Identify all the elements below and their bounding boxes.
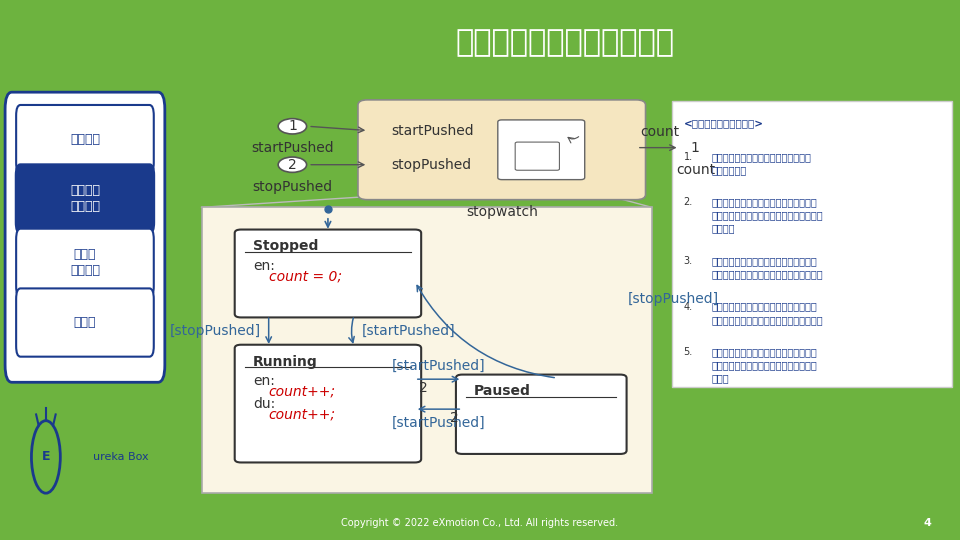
Text: 5.: 5. xyxy=(684,347,693,357)
Text: ステート
チャート: ステート チャート xyxy=(70,184,100,213)
Text: まとめ: まとめ xyxy=(74,316,96,329)
Text: count: count xyxy=(676,163,715,177)
Text: 2: 2 xyxy=(449,411,458,426)
FancyBboxPatch shape xyxy=(202,207,652,493)
Text: 「実行中」に開始ボタンを押すと、「中
断中」となり、インクリメントを中断する: 「実行中」に開始ボタンを押すと、「中 断中」となり、インクリメントを中断する xyxy=(711,256,823,280)
Text: stopwatch: stopwatch xyxy=(466,205,538,219)
Text: Running: Running xyxy=(252,355,318,368)
Text: stopPushed: stopPushed xyxy=(252,180,332,194)
Text: Stopped: Stopped xyxy=(252,239,319,253)
Text: count++;: count++; xyxy=(269,408,336,422)
FancyBboxPatch shape xyxy=(516,142,560,170)
Text: 「停止中」に開始ボタンを押すと、「実
行中」となり、カウンタの値をインクリメ
ントする: 「停止中」に開始ボタンを押すと、「実 行中」となり、カウンタの値をインクリメ ン… xyxy=(711,197,823,233)
Circle shape xyxy=(278,119,306,134)
Text: 2: 2 xyxy=(419,381,427,395)
Text: en:: en: xyxy=(252,374,275,388)
Text: count: count xyxy=(640,125,679,139)
Text: [startPushed]: [startPushed] xyxy=(392,359,486,373)
Circle shape xyxy=(681,140,709,156)
Text: 1: 1 xyxy=(288,119,297,133)
Text: startPushed: startPushed xyxy=(252,141,334,155)
Text: E: E xyxy=(41,450,50,463)
Text: 4: 4 xyxy=(924,518,931,528)
Text: 「中断中」に開始ボタンを押すと、「実
行中」となり、インクリメントを再開する: 「中断中」に開始ボタンを押すと、「実 行中」となり、インクリメントを再開する xyxy=(711,302,823,325)
Text: [startPushed]: [startPushed] xyxy=(362,324,456,338)
Text: [stopPushed]: [stopPushed] xyxy=(170,324,261,338)
FancyBboxPatch shape xyxy=(234,230,421,318)
Text: 3.: 3. xyxy=(684,256,692,266)
Text: フロー
チャート: フロー チャート xyxy=(70,248,100,278)
Text: [startPushed]: [startPushed] xyxy=(392,416,486,429)
Text: 2: 2 xyxy=(288,158,297,172)
Text: 「実行中」、「中断中」のいずれにおい
ても、停止ボタンを押すと、「停止中」
となる: 「実行中」、「中断中」のいずれにおい ても、停止ボタンを押すと、「停止中」 とな… xyxy=(711,347,817,383)
Text: 1.: 1. xyxy=(684,152,692,162)
Text: du:: du: xyxy=(252,397,276,411)
FancyBboxPatch shape xyxy=(16,105,154,173)
Text: [stopPushed]: [stopPushed] xyxy=(628,292,719,306)
Text: <ストップウォッチ仕様>: <ストップウォッチ仕様> xyxy=(684,118,763,128)
FancyBboxPatch shape xyxy=(456,375,627,454)
FancyBboxPatch shape xyxy=(234,345,421,462)
Text: 2.: 2. xyxy=(684,197,693,207)
FancyBboxPatch shape xyxy=(16,229,154,297)
Circle shape xyxy=(278,157,306,172)
FancyBboxPatch shape xyxy=(16,165,154,233)
Text: はじめに: はじめに xyxy=(70,133,100,146)
FancyBboxPatch shape xyxy=(5,92,165,382)
Text: stopPushed: stopPushed xyxy=(391,158,471,172)
Text: count++;: count++; xyxy=(269,384,336,399)
Text: 4.: 4. xyxy=(684,302,692,312)
FancyBboxPatch shape xyxy=(16,288,154,356)
Text: 初期状態は「停止中」で、カウンタの
値を０とする: 初期状態は「停止中」で、カウンタの 値を０とする xyxy=(711,152,811,175)
Text: Paused: Paused xyxy=(474,384,531,399)
Text: ureka Box: ureka Box xyxy=(93,452,149,462)
Text: startPushed: startPushed xyxy=(391,124,474,138)
Text: 1: 1 xyxy=(691,140,700,154)
Text: ステートチャートの実装例: ステートチャートの実装例 xyxy=(455,29,675,57)
Text: count = 0;: count = 0; xyxy=(269,269,342,283)
FancyBboxPatch shape xyxy=(672,100,952,387)
FancyBboxPatch shape xyxy=(498,120,585,180)
Text: en:: en: xyxy=(252,259,275,273)
FancyBboxPatch shape xyxy=(358,100,645,200)
Text: Copyright © 2022 eXmotion Co., Ltd. All rights reserved.: Copyright © 2022 eXmotion Co., Ltd. All … xyxy=(342,518,618,528)
